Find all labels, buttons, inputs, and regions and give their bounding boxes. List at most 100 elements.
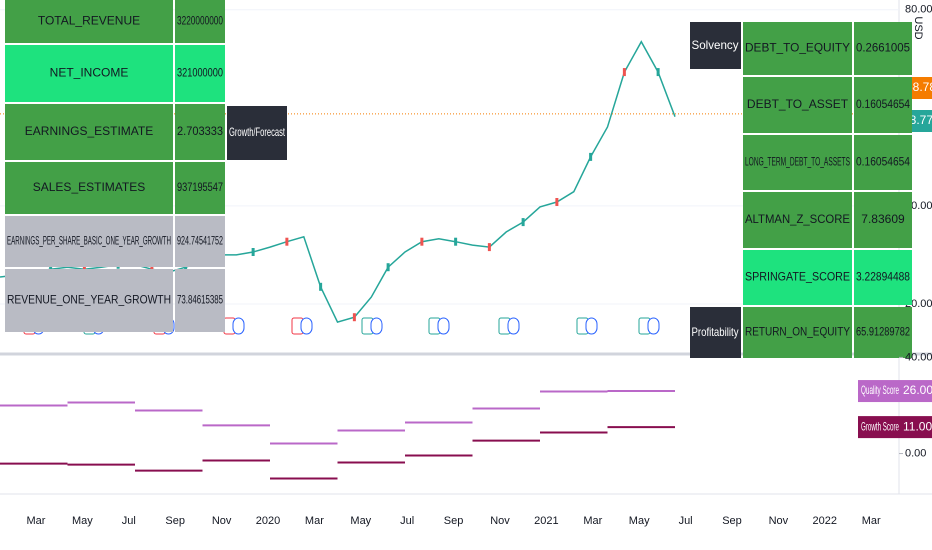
table-cell — [175, 104, 225, 160]
candle — [420, 237, 424, 246]
table-cell — [743, 135, 852, 190]
row-value: 73.84615385 — [177, 293, 223, 307]
row-label: EARNINGS_ESTIMATE — [25, 124, 153, 138]
time-label: 2021 — [534, 515, 558, 527]
tag-label: Growth/Forecast — [229, 125, 285, 139]
candle — [487, 243, 491, 252]
row-label: NET_INCOME — [50, 66, 129, 80]
candle — [184, 263, 188, 272]
time-label: Jul — [400, 515, 414, 527]
tag-box — [690, 307, 741, 358]
dividend-icon — [437, 317, 450, 335]
score-badge — [858, 416, 932, 439]
table-cell — [743, 22, 852, 75]
score-badge — [858, 380, 932, 403]
score-name: Growth Score — [861, 419, 899, 433]
score-value: 26.00 — [903, 383, 932, 397]
currency-label: USD — [912, 16, 924, 39]
time-label: Sep — [444, 515, 464, 527]
row-value: 3220000000 — [177, 14, 223, 28]
candle — [352, 313, 356, 322]
pre-value: 58.78 — [906, 80, 932, 94]
row-label: SALES_ESTIMATES — [33, 180, 145, 194]
row-label: EARNINGS_PER_SHARE_BASIC_ONE_YEAR_GROWTH — [7, 234, 171, 248]
row-value: 65.91289782 — [856, 325, 910, 339]
dividend-icon — [647, 317, 660, 335]
table-cell — [5, 216, 173, 267]
row-label: DEBT_TO_EQUITY — [745, 41, 850, 55]
row-label: ALTMAN_Z_SCORE — [745, 212, 850, 226]
row-value: 321000000 — [177, 66, 223, 80]
dividend-icon — [370, 317, 383, 335]
table-cell — [5, 162, 173, 214]
candle — [622, 68, 626, 77]
table-cell — [743, 77, 852, 133]
table-cell — [854, 22, 912, 75]
table-cell — [5, 45, 173, 102]
row-value: 937195547 — [177, 180, 223, 194]
table-cell — [854, 250, 912, 305]
row-value: 0.16054654 — [856, 155, 910, 169]
indicator-tick-label: 0.00 — [905, 447, 926, 459]
time-label: Mar — [27, 515, 46, 527]
time-label: Nov — [490, 515, 510, 527]
row-value: 0.2661005 — [856, 41, 910, 55]
dividend-icon — [232, 317, 245, 335]
table-cell — [175, 45, 225, 102]
row-value: 3.22894488 — [856, 270, 910, 284]
time-label: Nov — [212, 515, 232, 527]
table-cell — [5, 104, 173, 160]
time-label: Jul — [679, 515, 693, 527]
candle — [555, 197, 559, 206]
row-label: REVENUE_ONE_YEAR_GROWTH — [7, 293, 171, 307]
candle — [589, 152, 593, 161]
indicator-tick-label: 40.00 — [905, 351, 932, 363]
row-label: DEBT_TO_ASSET — [747, 97, 849, 111]
time-label: Mar — [862, 515, 881, 527]
table-cell — [743, 250, 852, 305]
candle — [251, 248, 255, 257]
table-cell — [743, 307, 852, 358]
time-label: 2020 — [256, 515, 280, 527]
time-label: Mar — [583, 515, 602, 527]
row-value: 924.74541752 — [177, 234, 223, 248]
table-cell — [5, 0, 173, 43]
table-cell — [854, 77, 912, 133]
score-value: 11.00 — [903, 419, 932, 433]
table-cell — [175, 216, 225, 267]
candle — [285, 237, 289, 246]
tag-label: Profitability — [692, 325, 739, 339]
dividend-icon — [507, 317, 520, 335]
table-cell — [175, 162, 225, 214]
table-cell — [175, 0, 225, 43]
candle — [656, 68, 660, 77]
score-name: Quality Score — [861, 383, 899, 397]
time-label: Sep — [165, 515, 185, 527]
candle — [319, 282, 323, 291]
time-label: Jul — [122, 515, 136, 527]
time-label: Nov — [769, 515, 789, 527]
candle — [386, 263, 390, 272]
table-cell — [743, 192, 852, 248]
time-label: May — [72, 515, 93, 527]
row-value: 7.83609 — [861, 212, 905, 226]
row-label: RETURN_ON_EQUITY — [745, 325, 850, 339]
header-box — [690, 22, 741, 69]
time-label: 2022 — [813, 515, 837, 527]
row-label: SPRINGATE_SCORE — [745, 270, 850, 284]
time-label: May — [629, 515, 650, 527]
row-label: LONG_TERM_DEBT_TO_ASSETS — [745, 155, 850, 169]
table-cell — [854, 192, 912, 248]
table-cell — [854, 135, 912, 190]
time-label: Sep — [722, 515, 742, 527]
row-label: TOTAL_REVENUE — [38, 14, 140, 28]
candle — [521, 218, 525, 227]
header-label: Solvency — [692, 38, 739, 52]
time-label: May — [350, 515, 371, 527]
dividend-icon — [585, 317, 598, 335]
candle — [454, 237, 458, 246]
row-value: 0.16054654 — [856, 97, 910, 111]
table-cell — [854, 307, 912, 358]
